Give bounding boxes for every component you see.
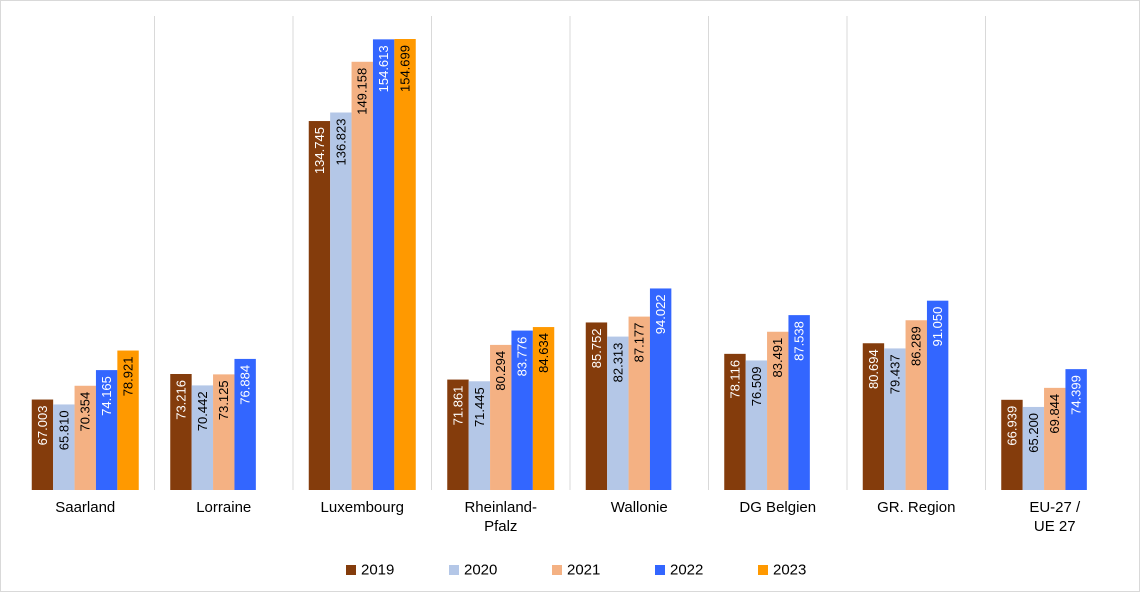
bar-2021-4	[628, 316, 650, 490]
category-label-5-0: DG Belgien	[739, 499, 816, 516]
category-label-0-0: Saarland	[55, 499, 115, 516]
data-label-2019-6: 80.694	[866, 349, 881, 389]
data-label-2020-6: 79.437	[887, 354, 902, 394]
bar-2019-5	[724, 353, 746, 490]
data-label-2019-1: 73.216	[173, 380, 188, 420]
bar-2020-1	[191, 385, 214, 490]
bar-2023-3	[532, 327, 555, 490]
data-label-2022-6: 91.050	[930, 307, 945, 347]
data-label-2020-7: 65.200	[1026, 413, 1041, 453]
legend-label-2020: 2020	[464, 562, 497, 579]
category-label-1-0: Lorraine	[196, 499, 251, 516]
bar-2019-2	[308, 121, 331, 490]
data-label-2021-7: 69.844	[1047, 394, 1062, 434]
bar-2020-0	[53, 404, 75, 490]
data-label-2020-2: 136.823	[333, 118, 348, 165]
legend-swatch-2021	[552, 565, 562, 575]
bar-2022-4	[649, 288, 672, 490]
data-label-2021-0: 70.354	[78, 392, 93, 432]
category-label-7-0: EU-27 /	[1029, 499, 1081, 516]
bar-2021-2	[351, 61, 373, 491]
bar-2019-3	[447, 379, 469, 490]
legend-label-2023: 2023	[773, 562, 806, 579]
bar-2021-0	[74, 385, 96, 490]
data-label-2020-5: 76.509	[749, 366, 764, 406]
legend-swatch-2023	[758, 565, 768, 575]
data-label-2021-5: 83.491	[770, 338, 785, 378]
bar-2021-6	[905, 320, 927, 490]
data-label-2020-1: 70.442	[195, 391, 210, 431]
data-label-2022-2: 154.613	[376, 45, 391, 92]
bar-2021-3	[490, 344, 512, 490]
bar-2023-0	[117, 350, 139, 490]
bar-2019-0	[31, 399, 54, 490]
bar-2019-4	[585, 322, 608, 490]
bar-2022-0	[95, 370, 118, 490]
bar-2020-3	[468, 381, 491, 490]
data-label-2023-2: 154.699	[398, 45, 413, 92]
data-label-2020-4: 82.313	[610, 343, 625, 383]
category-label-3-0: Rheinland-	[464, 499, 537, 516]
bar-2019-7	[1001, 399, 1023, 490]
bar-2022-5	[788, 315, 810, 490]
data-label-2021-6: 86.289	[909, 326, 924, 366]
bar-2020-6	[884, 348, 906, 490]
data-label-2019-3: 71.861	[450, 386, 465, 426]
data-label-2022-0: 74.165	[99, 376, 114, 416]
bar-2021-5	[767, 331, 789, 490]
bar-2021-1	[213, 374, 235, 490]
category-label-6-0: GR. Region	[877, 499, 955, 516]
bar-2022-3	[511, 330, 533, 490]
bar-2022-6	[926, 300, 949, 490]
data-label-2019-5: 78.116	[727, 360, 742, 399]
bar-2020-7	[1022, 406, 1045, 490]
bar-2022-2	[372, 39, 395, 491]
data-label-2020-3: 71.445	[472, 387, 487, 427]
data-label-2022-3: 83.776	[515, 337, 530, 377]
legend-swatch-2020	[449, 565, 459, 575]
data-label-2021-3: 80.294	[493, 351, 508, 391]
category-label-7-1: UE 27	[1034, 518, 1076, 535]
data-label-2023-0: 78.921	[121, 357, 136, 397]
legend-label-2022: 2022	[670, 562, 703, 579]
bar-2022-1	[234, 358, 256, 490]
category-label-3-1: Pfalz	[484, 518, 517, 535]
bar-2021-7	[1044, 387, 1066, 490]
bar-2020-5	[745, 360, 768, 490]
data-label-2022-7: 74.399	[1069, 375, 1084, 415]
bar-2020-2	[330, 112, 352, 490]
bar-2020-4	[607, 336, 629, 490]
data-label-2021-1: 73.125	[216, 380, 231, 420]
legend-swatch-2019	[346, 565, 356, 575]
data-label-2019-4: 85.752	[589, 328, 604, 368]
data-label-2019-0: 67.003	[35, 406, 50, 446]
data-label-2021-4: 87.177	[632, 323, 647, 363]
data-label-2022-4: 94.022	[653, 294, 668, 334]
data-label-2022-5: 87.538	[792, 321, 807, 361]
category-label-2-0: Luxembourg	[321, 499, 404, 516]
data-label-2019-7: 66.939	[1004, 406, 1019, 446]
legend-label-2019: 2019	[361, 562, 394, 579]
data-label-2023-3: 84.634	[536, 333, 551, 373]
data-label-2022-1: 76.884	[238, 365, 253, 405]
bar-2023-2	[394, 39, 416, 490]
category-label-4-0: Wallonie	[611, 499, 668, 516]
bar-2019-6	[862, 343, 885, 490]
legend-label-2021: 2021	[567, 562, 600, 579]
bar-2022-7	[1065, 369, 1087, 490]
data-label-2020-0: 65.810	[56, 410, 71, 450]
bar-2019-1	[170, 373, 192, 490]
data-label-2021-2: 149.158	[355, 68, 370, 115]
legend-swatch-2022	[655, 565, 665, 575]
data-label-2019-2: 134.745	[312, 127, 327, 174]
